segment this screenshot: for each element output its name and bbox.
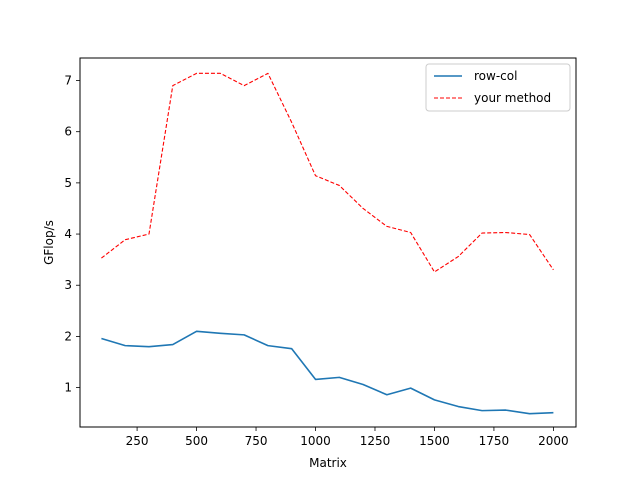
legend: row-col your method: [425, 63, 571, 112]
y-axis-ticks: 1 2 3 4 5 6 7: [64, 74, 80, 395]
y-tick-label: 5: [64, 176, 72, 190]
y-tick-label: 6: [64, 125, 72, 139]
y-tick-label: 1: [64, 381, 72, 395]
x-tick-label: 1000: [300, 434, 331, 448]
legend-label-row-col: row-col: [474, 69, 517, 83]
legend-label-your-method: your method: [474, 91, 551, 105]
x-tick-label: 250: [126, 434, 149, 448]
series-line-row-col: [101, 330, 554, 415]
plot-frame: [79, 57, 577, 428]
y-axis-label: GFlop/s: [42, 220, 56, 265]
series-line-your-method: [101, 72, 554, 273]
plot-lines: [101, 72, 554, 415]
x-axis-label: Matrix: [309, 456, 347, 470]
x-tick-label: 500: [185, 434, 208, 448]
y-tick-label: 2: [64, 329, 72, 343]
x-tick-label: 750: [245, 434, 268, 448]
x-tick-label: 1750: [479, 434, 510, 448]
y-tick-label: 4: [64, 227, 72, 241]
x-tick-label: 1500: [419, 434, 450, 448]
x-tick-label: 2000: [538, 434, 569, 448]
y-tick-label: 3: [64, 278, 72, 292]
x-axis-ticks: 250 500 750 1000 1250 1500 1750 2000: [126, 427, 569, 448]
y-tick-label: 7: [64, 74, 72, 88]
x-tick-label: 1250: [360, 434, 391, 448]
